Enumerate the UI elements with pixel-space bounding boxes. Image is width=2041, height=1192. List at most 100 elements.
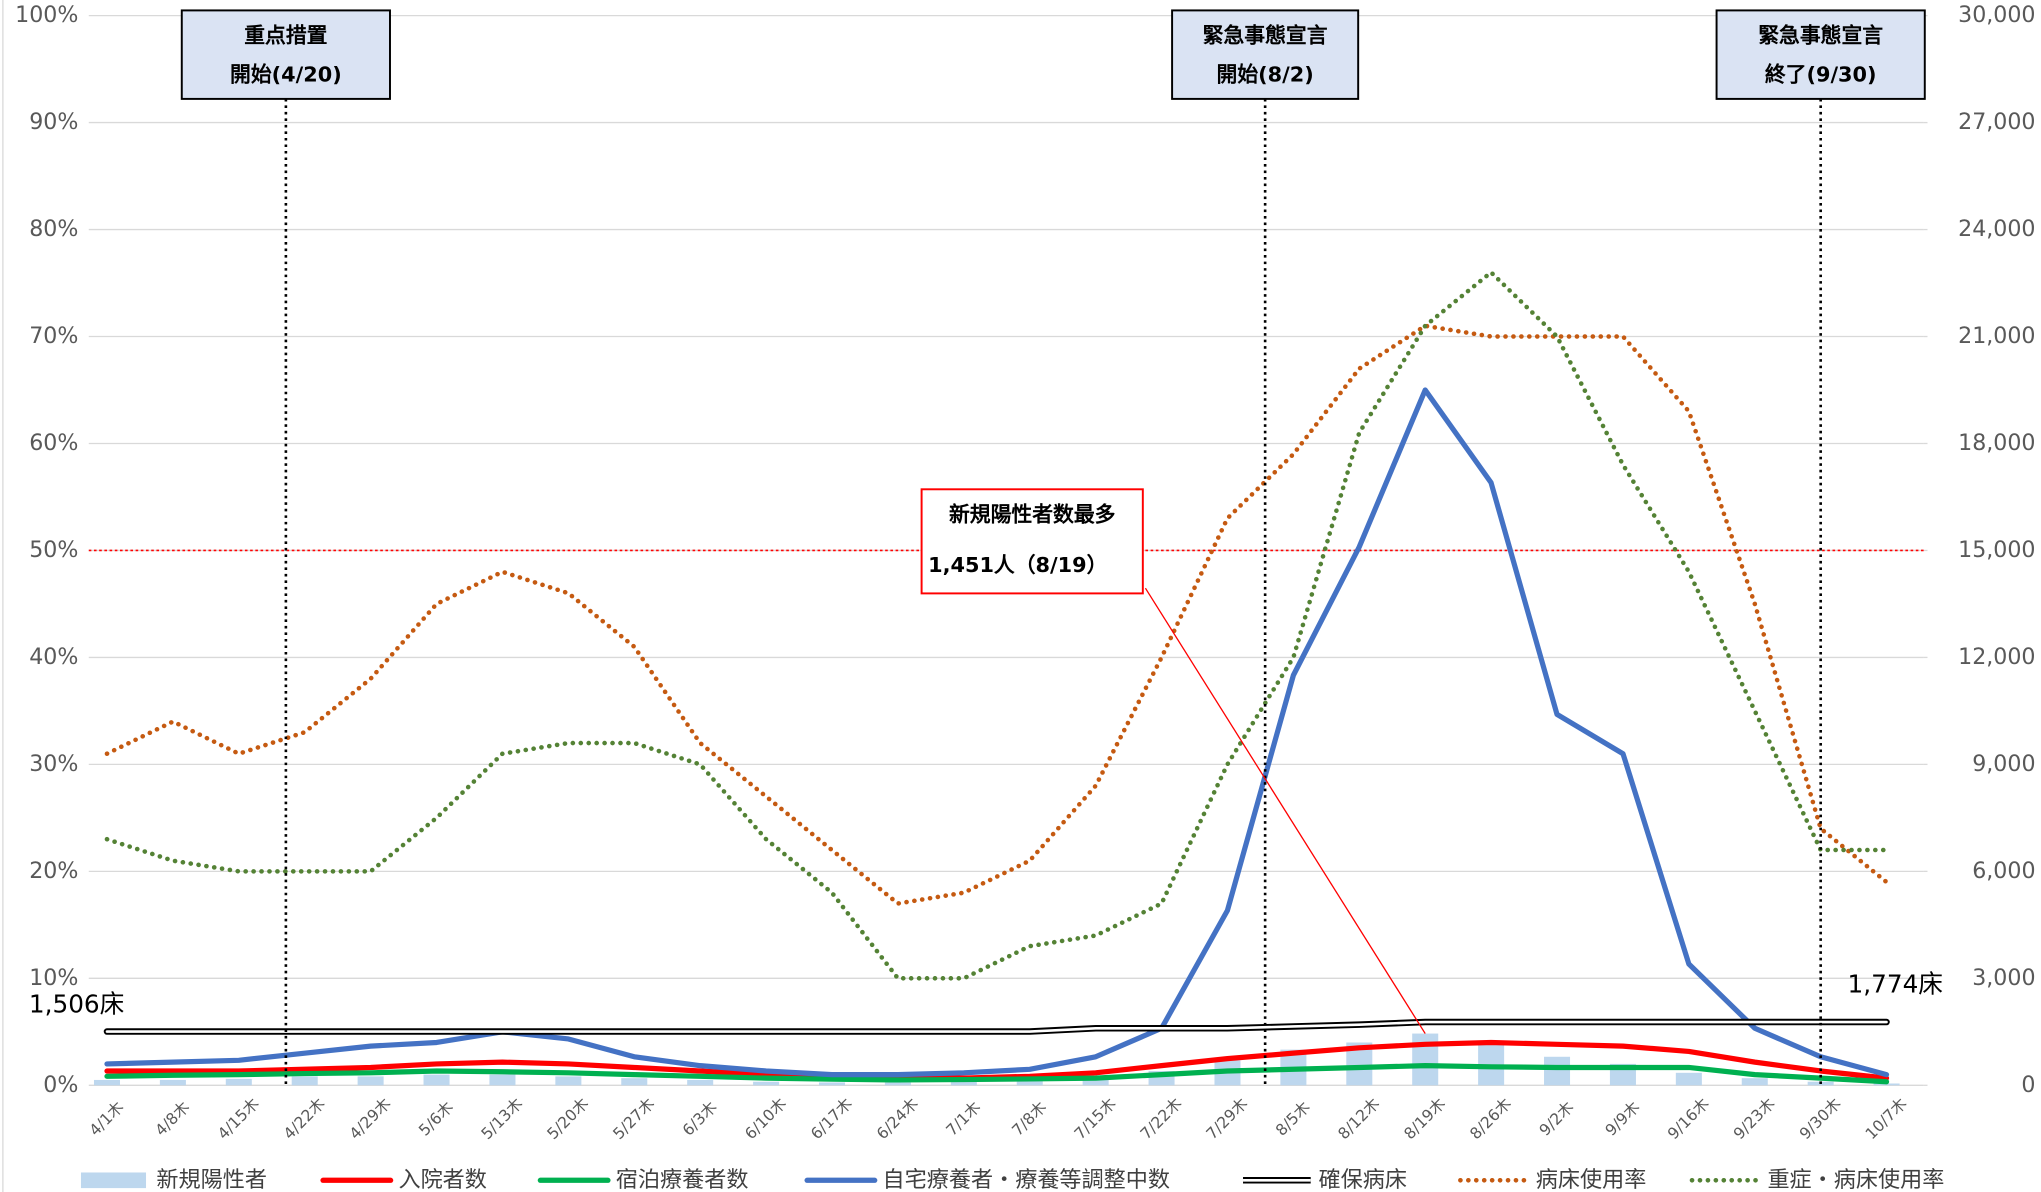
x-tick-label: 8/5木 — [1272, 1098, 1314, 1140]
bar — [950, 1081, 977, 1086]
y2-tick-label: 0 — [2021, 1072, 2035, 1098]
legend-label: 宿泊療養者数 — [616, 1167, 749, 1192]
y-tick-label: 30% — [29, 751, 78, 777]
legend-label: 入院者数 — [398, 1167, 486, 1192]
x-tick-label: 9/16木 — [1664, 1094, 1713, 1143]
bar — [687, 1079, 714, 1086]
x-tick-label: 10/7木 — [1862, 1094, 1911, 1143]
bar — [423, 1074, 450, 1086]
line — [104, 270, 1889, 981]
y-tick-label: 20% — [29, 858, 78, 884]
data-label: 1,506床 — [29, 990, 124, 1019]
bar — [818, 1082, 846, 1086]
y2-tick-label: 21,000 — [1958, 323, 2035, 349]
x-tick-label: 9/9木 — [1602, 1098, 1644, 1140]
x-tick-label: 4/29木 — [346, 1094, 395, 1143]
annotation-box — [920, 488, 1144, 595]
annotation-label: 1,451人（8/19） — [928, 553, 1107, 577]
x-tick-label: 6/24木 — [873, 1094, 922, 1143]
y2-tick-label: 30,000 — [1958, 2, 2035, 28]
bar — [357, 1076, 384, 1086]
legend-label: 新規陽性者 — [156, 1167, 267, 1192]
event-box — [1171, 9, 1360, 100]
x-tick-label: 9/30木 — [1796, 1094, 1845, 1143]
x-tick-label: 5/20木 — [544, 1094, 593, 1143]
x-tick-label: 8/26木 — [1466, 1094, 1515, 1143]
bar — [1675, 1072, 1702, 1086]
y-tick-label: 70% — [29, 323, 78, 349]
x-tick-label: 6/17木 — [807, 1094, 856, 1143]
bar — [1741, 1078, 1768, 1086]
bar — [225, 1078, 252, 1086]
x-tick-label: 9/23木 — [1730, 1094, 1779, 1143]
x-tick-label: 6/10木 — [741, 1094, 790, 1143]
line — [104, 387, 1890, 1078]
x-tick-label: 5/13木 — [478, 1094, 527, 1143]
event-label: 緊急事態宣言 — [1758, 23, 1883, 47]
bar — [159, 1079, 186, 1086]
x-tick-label: 4/1木 — [86, 1098, 128, 1140]
y2-tick-label: 12,000 — [1958, 644, 2035, 670]
x-tick-label: 8/19木 — [1401, 1094, 1450, 1143]
y-tick-label: 80% — [29, 216, 78, 242]
event-box — [180, 9, 391, 100]
line — [104, 323, 1889, 906]
x-tick-label: 7/22木 — [1137, 1094, 1186, 1143]
event-label: 開始(4/20) — [230, 62, 342, 86]
event-label: 開始(8/2) — [1217, 62, 1314, 86]
y2-tick-label: 9,000 — [1972, 751, 2035, 777]
x-tick-label: 4/15木 — [214, 1094, 263, 1143]
event-label: 緊急事態宣言 — [1203, 23, 1328, 47]
line — [103, 1018, 1890, 1035]
y2-tick-label: 6,000 — [1972, 858, 2035, 884]
x-tick-label: 5/6木 — [415, 1098, 457, 1140]
x-tick-label: 4/22木 — [280, 1094, 329, 1143]
x-tick-label: 7/1木 — [943, 1098, 985, 1140]
annotation-leader — [1144, 587, 1426, 1034]
bar — [884, 1082, 911, 1086]
event-label: 重点措置 — [244, 23, 327, 47]
bar — [753, 1081, 780, 1086]
y2-tick-label: 3,000 — [1972, 965, 2035, 991]
data-label: 1,774床 — [1848, 970, 1943, 999]
y-tick-label: 40% — [29, 644, 78, 670]
x-tick-label: 5/27木 — [610, 1094, 659, 1143]
x-tick-label: 8/12木 — [1335, 1094, 1384, 1143]
y-tick-label: 90% — [29, 109, 78, 135]
bar — [1873, 1083, 1900, 1086]
x-tick-label: 7/8木 — [1009, 1098, 1051, 1140]
x-tick-label: 7/15木 — [1071, 1094, 1120, 1143]
y-tick-label: 50% — [29, 537, 78, 563]
bar — [93, 1079, 120, 1086]
bar — [1082, 1076, 1109, 1086]
y-tick-label: 100% — [15, 2, 78, 28]
y2-tick-label: 27,000 — [1958, 109, 2035, 135]
legend-label: 重症・病床使用率 — [1767, 1167, 1944, 1192]
legend-label: 確保病床 — [1318, 1167, 1406, 1192]
bar — [1412, 1033, 1439, 1086]
x-tick-label: 9/2木 — [1536, 1098, 1578, 1140]
y2-tick-label: 15,000 — [1958, 537, 2035, 563]
y2-tick-label: 18,000 — [1958, 430, 2035, 456]
x-tick-label: 6/3木 — [679, 1098, 721, 1140]
x-tick-label: 4/8木 — [152, 1098, 194, 1140]
y-tick-label: 0% — [43, 1072, 78, 1098]
x-tick-label: 7/29木 — [1203, 1094, 1252, 1143]
bar — [1016, 1080, 1043, 1086]
y-tick-label: 10% — [29, 965, 78, 991]
event-label: 終了(9/30) — [1765, 62, 1877, 86]
bar — [621, 1078, 648, 1086]
legend-label: 病床使用率 — [1536, 1167, 1647, 1192]
line — [104, 1063, 1890, 1085]
legend-swatch — [80, 1172, 147, 1189]
y-tick-label: 60% — [29, 430, 78, 456]
line-inner — [105, 1020, 1888, 1033]
bar — [489, 1074, 516, 1086]
bar — [1544, 1056, 1571, 1086]
bar — [291, 1076, 318, 1086]
bar — [555, 1076, 582, 1086]
annotation-label: 新規陽性者数最多 — [949, 502, 1116, 526]
y2-tick-label: 24,000 — [1958, 216, 2035, 242]
